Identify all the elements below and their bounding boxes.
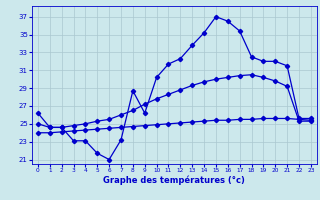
X-axis label: Graphe des températures (°c): Graphe des températures (°c) — [103, 176, 245, 185]
